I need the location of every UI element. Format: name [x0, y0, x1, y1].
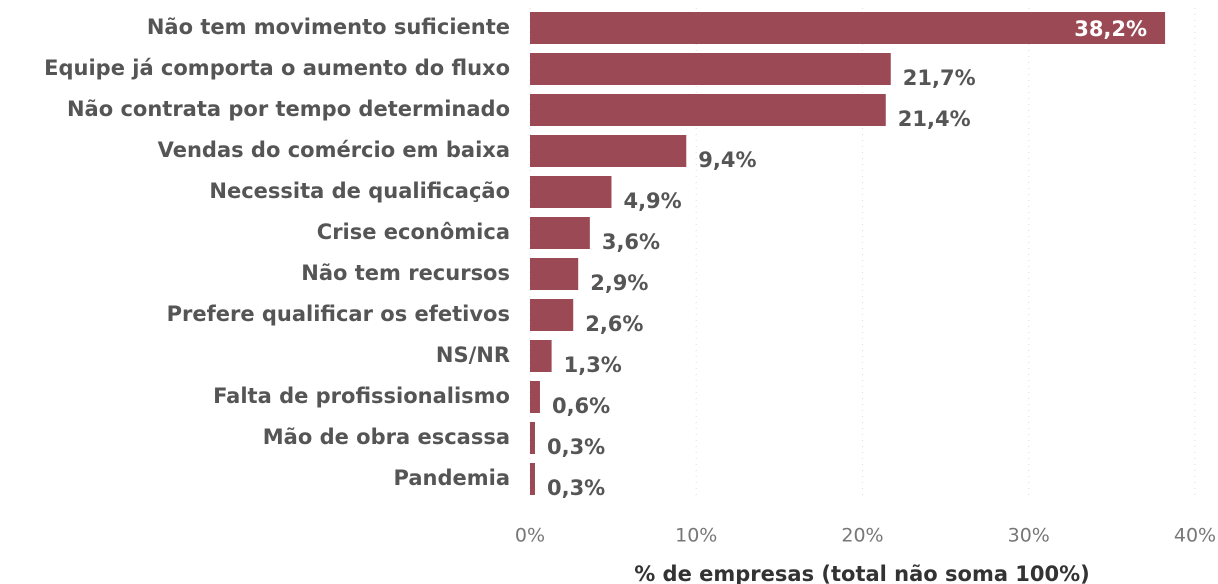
data-label: 21,4%	[898, 107, 971, 131]
y-tick-label: Crise econômica	[317, 220, 510, 244]
bar	[530, 422, 535, 454]
bar	[530, 463, 535, 495]
data-label: 9,4%	[698, 148, 756, 172]
y-tick-label: Mão de obra escassa	[263, 425, 510, 449]
y-tick-label: Prefere qualificar os efetivos	[167, 302, 510, 326]
y-tick-label: Necessita de qualificação	[209, 179, 510, 203]
data-label: 0,6%	[552, 394, 610, 418]
bar	[530, 176, 612, 208]
bar	[530, 53, 891, 85]
data-label: 2,9%	[590, 271, 648, 295]
y-tick-label: Não contrata por tempo determinado	[67, 97, 510, 121]
y-tick-label: Equipe já comporta o aumento do fluxo	[44, 56, 510, 80]
x-axis-title: % de empresas (total não soma 100%)	[634, 562, 1090, 584]
bar	[530, 299, 574, 331]
data-label: 1,3%	[564, 353, 622, 377]
y-tick-label: Falta de profissionalismo	[213, 384, 510, 408]
bar	[530, 258, 579, 290]
bar	[530, 217, 590, 249]
x-tick-label: 10%	[675, 525, 717, 547]
data-label: 0,3%	[547, 435, 605, 459]
data-label: 21,7%	[903, 66, 976, 90]
y-tick-label: Pandemia	[394, 466, 510, 490]
y-tick-label: Não tem movimento suficiente	[147, 15, 510, 39]
data-label: 0,3%	[547, 476, 605, 500]
y-tick-label: Não tem recursos	[301, 261, 510, 285]
bar	[530, 94, 886, 126]
x-tick-label: 40%	[1174, 525, 1216, 547]
y-tick-label: NS/NR	[436, 343, 510, 367]
x-tick-label: 0%	[515, 525, 545, 547]
bar	[530, 340, 552, 372]
data-label: 38,2%	[1074, 17, 1147, 41]
data-label: 2,6%	[585, 312, 643, 336]
bar	[530, 12, 1166, 44]
x-tick-label: 30%	[1008, 525, 1050, 547]
bar	[530, 135, 687, 167]
x-tick-label: 20%	[841, 525, 883, 547]
y-tick-label: Vendas do comércio em baixa	[158, 138, 510, 162]
data-label: 4,9%	[623, 189, 681, 213]
data-label: 3,6%	[602, 230, 660, 254]
bar	[530, 381, 540, 413]
